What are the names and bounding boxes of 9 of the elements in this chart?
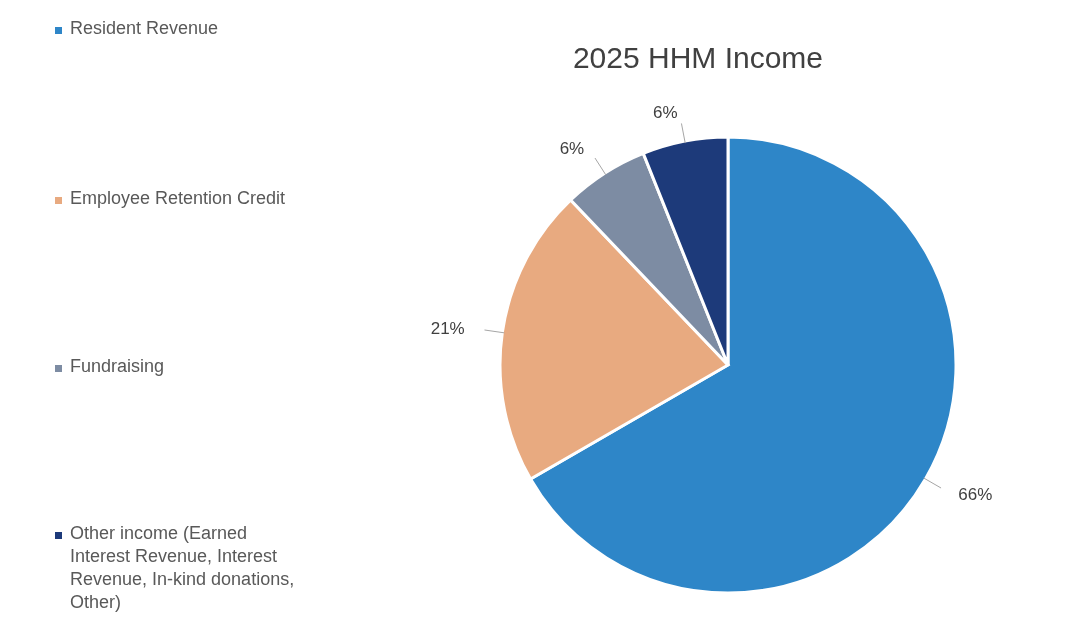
data-label: 6% — [559, 138, 585, 158]
legend-label: Resident Revenue — [70, 18, 219, 38]
text: 2025 HHM Income — [572, 41, 824, 74]
legend-label: Other income (Earned Interest Revenue, Interest Revenue, In-kind donations, Other) — [70, 523, 295, 612]
data-label: 21% — [430, 319, 465, 339]
legend-label: Fundraising — [70, 356, 165, 376]
legend-label: Employee Retention Credit — [70, 188, 286, 208]
data-label: 6% — [653, 102, 678, 122]
data-label: 66% — [958, 485, 993, 504]
